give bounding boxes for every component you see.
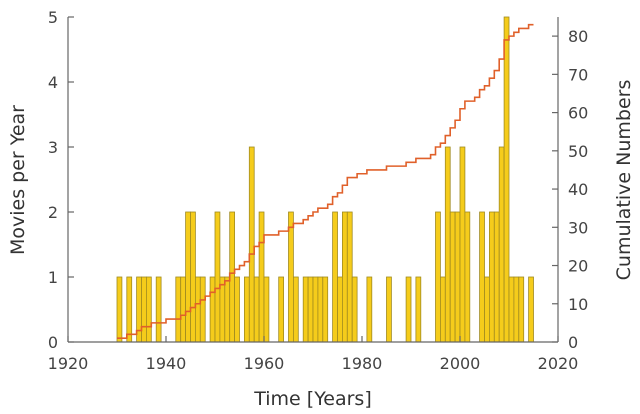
bar-1944: [185, 211, 191, 343]
y-axis-right-title: Cumulative Numbers: [613, 80, 635, 281]
bar-1942: [175, 276, 182, 343]
y-left-tick-label-3: 3: [48, 138, 58, 157]
bar-1996: [439, 276, 446, 343]
y-right-tick-label-10: 10: [568, 295, 588, 314]
bar-1954: [234, 276, 240, 343]
bar-1968: [302, 276, 309, 343]
bar-1969: [307, 276, 314, 343]
x-tick-label-2020: 2020: [538, 354, 579, 373]
bar-2004: [479, 211, 485, 343]
bar-1947: [199, 276, 206, 343]
x-axis-title: Time [Years]: [253, 388, 372, 410]
bar-1989: [405, 276, 412, 343]
bar-1981: [366, 276, 373, 343]
cumulative-line: [117, 23, 534, 339]
y-right-tick-label-80: 80: [568, 27, 588, 46]
bar-1959: [258, 211, 265, 343]
bar-1985: [386, 276, 392, 343]
bar-2006: [488, 211, 495, 343]
bar-2011: [513, 276, 520, 343]
bar-1966: [292, 276, 299, 343]
bar-1946: [194, 276, 201, 343]
bar-1997: [444, 146, 451, 343]
bar-1978: [351, 276, 358, 343]
y-right-tick-label-30: 30: [568, 218, 588, 237]
yearly-bars: [116, 16, 534, 343]
bar-1974: [332, 211, 338, 343]
bar-1991: [415, 276, 422, 343]
bar-1995: [435, 211, 441, 343]
bar-1952: [224, 276, 231, 343]
y-axis-left-title: Movies per Year: [7, 105, 29, 255]
bar-1970: [312, 276, 319, 343]
y-right-tick-label-20: 20: [568, 257, 588, 276]
bar-1957: [248, 146, 255, 343]
bar-1963: [278, 276, 285, 343]
bar-1960: [263, 276, 270, 343]
x-tick-label-1960: 1960: [244, 354, 285, 373]
bar-2005: [484, 276, 490, 343]
bar-1958: [253, 276, 260, 343]
bar-2012: [518, 276, 525, 343]
bar-1938: [155, 276, 162, 343]
y-left-tick-label-5: 5: [48, 8, 58, 27]
bar-2010: [508, 276, 515, 343]
x-tick-label-1920: 1920: [48, 354, 89, 373]
bar-2014: [528, 276, 534, 343]
bar-1976: [341, 211, 348, 343]
bar-2001: [464, 211, 471, 343]
bar-1956: [243, 276, 250, 343]
bar-1949: [209, 276, 216, 343]
y-left-tick-label-2: 2: [48, 203, 58, 222]
bar-1950: [214, 211, 221, 343]
bar-1971: [317, 276, 324, 343]
y-left-tick-label-0: 0: [48, 333, 58, 352]
bar-2007: [493, 211, 500, 343]
x-tick-label-1940: 1940: [146, 354, 187, 373]
bar-1935: [141, 276, 147, 343]
bar-1943: [180, 276, 186, 343]
bar-1932: [126, 276, 133, 343]
y-right-tick-label-0: 0: [568, 333, 578, 352]
bar-2008: [498, 146, 505, 343]
bar-1945: [190, 211, 196, 343]
y-right-tick-label-40: 40: [568, 180, 588, 199]
y-left-tick-label-4: 4: [48, 73, 58, 92]
bar-1936: [145, 276, 152, 343]
bar-2000: [459, 146, 466, 343]
bar-1975: [337, 276, 343, 343]
x-tick-label-2000: 2000: [440, 354, 481, 373]
x-tick-label-1980: 1980: [342, 354, 383, 373]
ticks: 1920 1940 1960 1980 2000 20200123450102030405…: [48, 8, 589, 373]
y-right-tick-label-50: 50: [568, 142, 588, 161]
bar-1972: [322, 276, 329, 343]
y-right-tick-label-70: 70: [568, 65, 588, 84]
bar-1999: [454, 211, 461, 343]
axes: [67, 17, 559, 343]
bar-1930: [116, 276, 123, 343]
bar-1977: [346, 211, 353, 343]
y-left-tick-label-1: 1: [48, 268, 58, 287]
y-right-tick-label-60: 60: [568, 104, 588, 123]
bar-2009: [503, 16, 510, 343]
bar-1998: [449, 211, 456, 343]
